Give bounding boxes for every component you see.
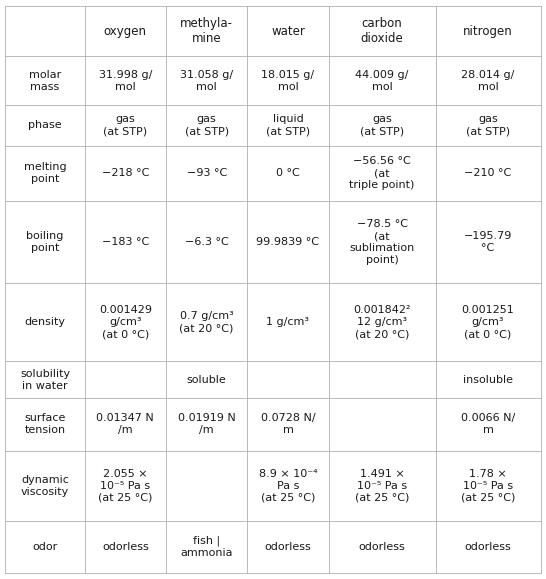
Text: 44.009 g/
mol: 44.009 g/ mol [355,69,409,91]
Text: gas
(at STP): gas (at STP) [360,114,404,136]
Text: 0.001842²
12 g/cm³
(at 20 °C): 0.001842² 12 g/cm³ (at 20 °C) [353,305,411,339]
Text: 31.998 g/
mol: 31.998 g/ mol [99,69,152,91]
Text: 99.9839 °C: 99.9839 °C [257,237,319,247]
Text: gas
(at STP): gas (at STP) [103,114,147,136]
Text: carbon
dioxide: carbon dioxide [361,17,403,45]
Text: phase: phase [28,120,62,130]
Text: molar
mass: molar mass [29,69,61,91]
Text: odorless: odorless [465,542,512,552]
Text: odorless: odorless [102,542,149,552]
Text: melting
point: melting point [23,163,67,185]
Text: −78.5 °C
(at
sublimation
point): −78.5 °C (at sublimation point) [349,219,415,265]
Text: water: water [271,24,305,38]
Text: 1.78 ×
10⁻⁵ Pa s
(at 25 °C): 1.78 × 10⁻⁵ Pa s (at 25 °C) [461,469,515,503]
Text: 0 °C: 0 °C [276,168,300,178]
Text: −195.79
°C: −195.79 °C [464,231,512,253]
Text: 0.001429
g/cm³
(at 0 °C): 0.001429 g/cm³ (at 0 °C) [99,305,152,339]
Text: −6.3 °C: −6.3 °C [185,237,229,247]
Text: soluble: soluble [187,375,227,385]
Text: surface
tension: surface tension [25,413,66,435]
Text: solubility
in water: solubility in water [20,369,70,391]
Text: 8.9 × 10⁻⁴
Pa s
(at 25 °C): 8.9 × 10⁻⁴ Pa s (at 25 °C) [259,469,317,503]
Text: 0.7 g/cm³
(at 20 °C): 0.7 g/cm³ (at 20 °C) [180,312,234,334]
Text: 28.014 g/
mol: 28.014 g/ mol [461,69,515,91]
Text: fish |
ammonia: fish | ammonia [180,536,233,558]
Text: −56.56 °C
(at
triple point): −56.56 °C (at triple point) [349,156,415,190]
Text: dynamic
viscosity: dynamic viscosity [21,475,69,497]
Text: oxygen: oxygen [104,24,147,38]
Text: 0.0066 N/
m: 0.0066 N/ m [461,413,515,435]
Text: 0.0728 N/
m: 0.0728 N/ m [260,413,315,435]
Text: odor: odor [32,542,58,552]
Text: 0.01347 N
/m: 0.01347 N /m [97,413,154,435]
Text: liquid
(at STP): liquid (at STP) [266,114,310,136]
Text: odorless: odorless [359,542,406,552]
Text: 1.491 ×
10⁻⁵ Pa s
(at 25 °C): 1.491 × 10⁻⁵ Pa s (at 25 °C) [355,469,410,503]
Text: −93 °C: −93 °C [187,168,227,178]
Text: density: density [25,317,66,327]
Text: 1 g/cm³: 1 g/cm³ [266,317,310,327]
Text: 0.01919 N
/m: 0.01919 N /m [178,413,235,435]
Text: −210 °C: −210 °C [465,168,512,178]
Text: odorless: odorless [265,542,311,552]
Text: −218 °C: −218 °C [102,168,149,178]
Text: nitrogen: nitrogen [463,24,513,38]
Text: insoluble: insoluble [463,375,513,385]
Text: −183 °C: −183 °C [102,237,149,247]
Text: gas
(at STP): gas (at STP) [466,114,510,136]
Text: 18.015 g/
mol: 18.015 g/ mol [262,69,314,91]
Text: 31.058 g/
mol: 31.058 g/ mol [180,69,233,91]
Text: boiling
point: boiling point [26,231,64,253]
Text: methyla-
mine: methyla- mine [180,17,233,45]
Text: gas
(at STP): gas (at STP) [185,114,229,136]
Text: 0.001251
g/cm³
(at 0 °C): 0.001251 g/cm³ (at 0 °C) [462,305,514,339]
Text: 2.055 ×
10⁻⁵ Pa s
(at 25 °C): 2.055 × 10⁻⁵ Pa s (at 25 °C) [98,469,152,503]
